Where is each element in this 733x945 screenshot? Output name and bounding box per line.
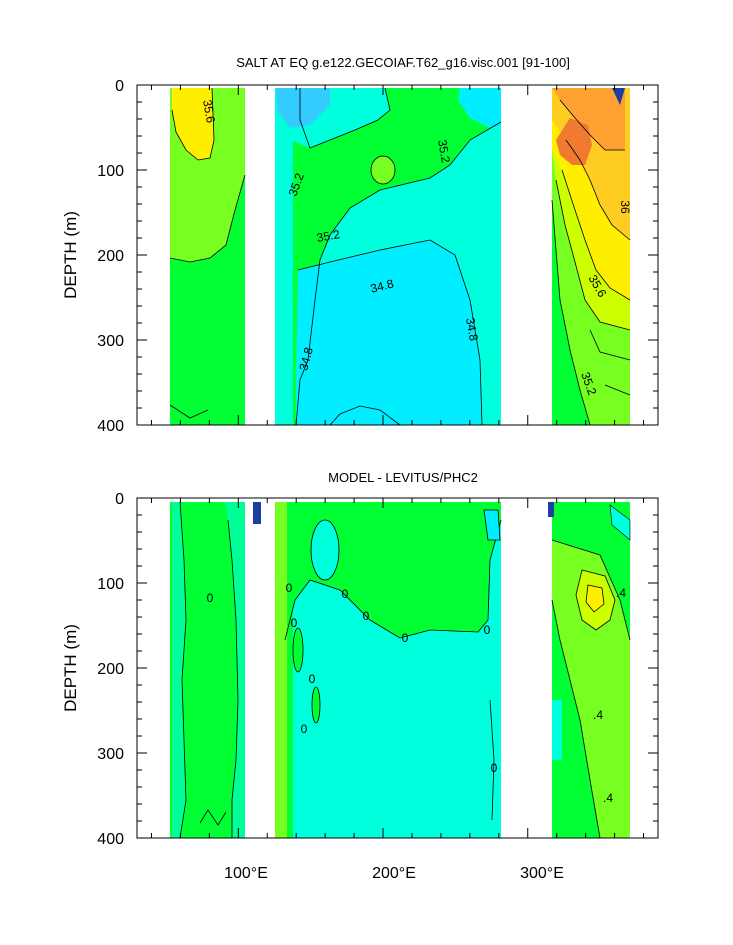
difference-panel: MODEL - LEVITUS/PHC2 xyxy=(61,470,659,882)
difference-region xyxy=(225,502,245,838)
contour-label: .4 xyxy=(593,708,603,722)
contour-label: 0 xyxy=(491,761,498,775)
difference-region xyxy=(552,700,562,760)
difference-region xyxy=(292,627,304,673)
y-tick-label: 200 xyxy=(97,248,124,265)
salinity-region xyxy=(458,88,501,128)
y-tick-label: 100 xyxy=(97,576,124,593)
salinity-panel-title: SALT AT EQ g.e122.GECOIAF.T62_g16.visc.0… xyxy=(236,55,570,70)
difference-region xyxy=(585,584,605,613)
contour-label: .4 xyxy=(603,791,613,805)
salinity-region xyxy=(172,88,214,160)
y-tick-labels: 0 100 200 300 400 xyxy=(97,78,124,435)
contour-label: 0 xyxy=(363,609,370,623)
contour-label: 34.8 xyxy=(463,317,481,343)
y-tick-label: 300 xyxy=(97,333,124,350)
y-tick-labels: 0 100 200 300 400 xyxy=(97,491,124,848)
difference-region xyxy=(172,502,186,838)
x-tick-label: 300°E xyxy=(520,865,564,882)
salinity-region xyxy=(296,240,482,425)
difference-region xyxy=(310,519,340,581)
contour-label: 35.2 xyxy=(316,227,342,245)
y-tick-label: 300 xyxy=(97,746,124,763)
contour-label: 0 xyxy=(291,616,298,630)
y-tick-label: 0 xyxy=(115,78,124,95)
land-mask xyxy=(245,85,275,425)
y-tick-label: 200 xyxy=(97,661,124,678)
difference-region xyxy=(311,686,321,724)
salinity-region xyxy=(276,88,330,128)
contour-label: 34.8 xyxy=(369,276,395,295)
contour-label: 34.8 xyxy=(296,346,316,372)
contour-label: .4 xyxy=(616,586,626,600)
axis-ticks xyxy=(137,84,658,426)
y-tick-label: 400 xyxy=(97,418,124,435)
land-mask xyxy=(163,85,170,425)
contour-label: 35.6 xyxy=(200,99,218,125)
salinity-region xyxy=(370,155,396,185)
salinity-region xyxy=(552,88,625,150)
x-tick-labels: 100°E 200°E 300°E xyxy=(224,865,564,882)
y-tick-label: 400 xyxy=(97,831,124,848)
land-mask xyxy=(501,498,552,838)
difference-contour-labels: 0 0 0 0 0 0 0 0 0 0 .4 .4 .4 xyxy=(207,581,627,805)
contour-label: 0 xyxy=(207,591,214,605)
y-tick-label: 0 xyxy=(115,491,124,508)
land-mask xyxy=(245,498,275,838)
difference-panel-title: MODEL - LEVITUS/PHC2 xyxy=(328,470,478,485)
contour-label: 0 xyxy=(286,581,293,595)
x-tick-label: 200°E xyxy=(372,865,416,882)
contour-label: 0 xyxy=(402,631,409,645)
contour-label: 0 xyxy=(484,623,491,637)
difference-region xyxy=(275,502,287,838)
difference-region xyxy=(287,502,293,838)
axis-ticks xyxy=(137,497,658,839)
x-tick-label: 100°E xyxy=(224,865,268,882)
contour-label: 0 xyxy=(309,672,316,686)
land-mask xyxy=(501,85,552,425)
contour-label: 35.2 xyxy=(435,139,453,165)
salinity-region xyxy=(556,118,592,165)
contour-label: 36 xyxy=(618,200,632,214)
y-tick-label: 100 xyxy=(97,163,124,180)
salinity-panel: SALT AT EQ g.e122.GECOIAF.T62_g16.visc.0… xyxy=(61,55,659,435)
contour-label: 0 xyxy=(342,587,349,601)
difference-contour-field xyxy=(163,498,658,839)
y-axis-label: DEPTH (m) xyxy=(61,211,80,299)
contour-label: 0 xyxy=(301,722,308,736)
salinity-region xyxy=(293,88,501,425)
land-mask xyxy=(163,498,170,838)
y-axis-label: DEPTH (m) xyxy=(61,624,80,712)
salinity-contour-field xyxy=(163,85,658,426)
